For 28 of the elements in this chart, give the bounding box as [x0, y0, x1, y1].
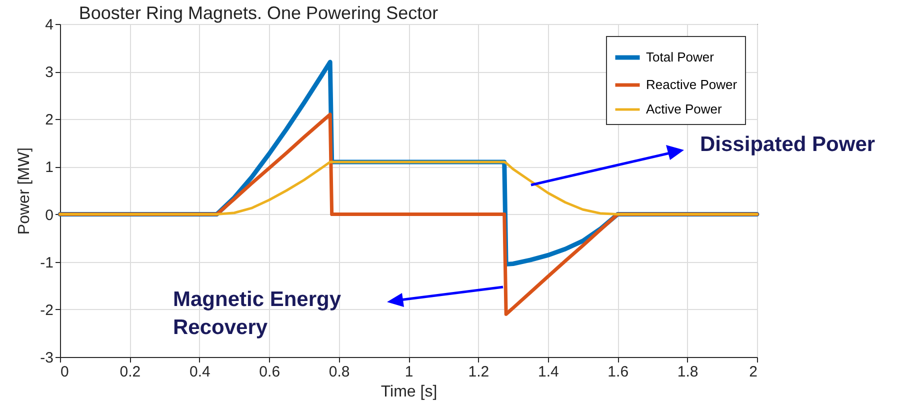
legend-label: Reactive Power [646, 77, 738, 92]
y-tick-label: -2 [40, 302, 54, 319]
x-tick-label: 0.2 [120, 364, 141, 380]
x-axis-title: Time [s] [380, 384, 438, 400]
chart-title: Booster Ring Magnets. One Powering Sector [78, 3, 438, 23]
x-tick-label: 1.8 [677, 364, 698, 380]
y-tick-label: -3 [40, 350, 54, 366]
x-tick-label: 1.6 [608, 364, 629, 380]
legend-label: Active Power [646, 102, 723, 116]
x-tick-label: 0 [60, 364, 69, 380]
x-tick-label: 1.2 [468, 364, 490, 380]
x-tick-label: 0.6 [259, 364, 280, 380]
y-tick-label: 2 [45, 112, 54, 129]
x-tick-label: 0.4 [189, 364, 210, 380]
x-tick-label: 0.8 [328, 364, 350, 380]
y-tick-label: 0 [45, 206, 54, 224]
x-tick-label: 1.4 [538, 364, 559, 380]
y-tick-label: 1 [45, 159, 54, 176]
y-tick-label: 4 [45, 16, 54, 34]
y-tick-label: 3 [45, 64, 54, 82]
x-tick-label: 1 [404, 364, 414, 380]
y-axis-title: Power [MW] [16, 147, 34, 235]
legend-label: Total Power [646, 50, 715, 64]
annotation: Magnetic Energy Recovery [173, 287, 342, 341]
x-tick-label: 2 [749, 364, 758, 380]
line-series [58, 160, 758, 216]
annotation: Dissipated Power [700, 132, 876, 158]
y-tick-label: -1 [40, 254, 54, 272]
